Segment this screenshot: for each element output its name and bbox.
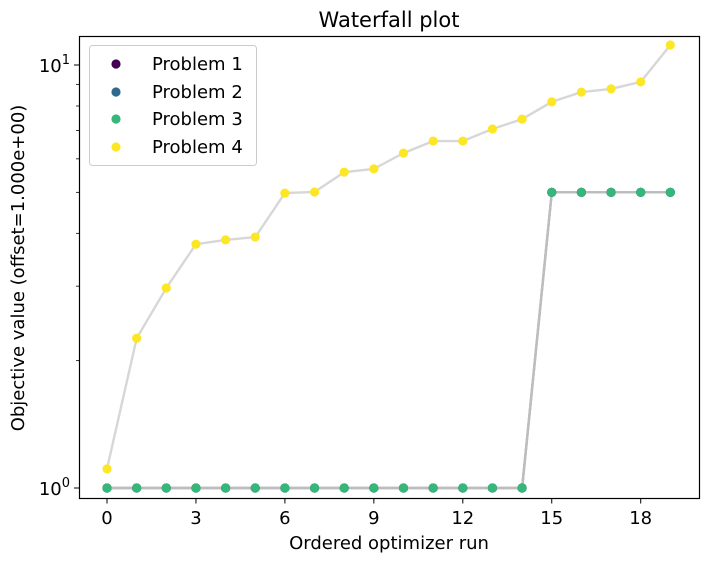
x-tick-label: 15: [540, 508, 563, 529]
x-tick-label: 18: [629, 508, 652, 529]
data-point-problem-4: [369, 164, 379, 174]
series-line-1: [107, 191, 671, 490]
legend-item-problem-1: Problem 1: [111, 54, 243, 75]
x-tick-label: 12: [451, 508, 474, 529]
data-point-problem-3: [191, 483, 201, 493]
data-point-problem-4: [102, 464, 112, 474]
legend-item-problem-4: Problem 4: [111, 137, 243, 158]
legend-box: [89, 45, 257, 166]
data-point-problem-3: [636, 187, 646, 197]
chart-title: Waterfall plot: [319, 8, 460, 32]
series-line-3: [107, 191, 671, 490]
data-point-problem-3: [428, 483, 438, 493]
series-line-2: [107, 191, 671, 490]
legend-marker-icon: [111, 142, 121, 152]
legend-marker-icon: [111, 87, 121, 97]
data-point-problem-3: [458, 483, 468, 493]
data-point-problem-4: [665, 40, 675, 50]
x-axis-ticks: 0 3 6 9 12 15 18: [101, 498, 652, 529]
data-point-problem-3: [665, 187, 675, 197]
data-point-problem-4: [398, 148, 409, 158]
data-point-problem-3: [102, 483, 112, 493]
data-point-problem-3: [576, 187, 587, 197]
data-point-problem-4: [161, 283, 171, 293]
data-point-problem-4: [280, 188, 290, 198]
y-tick-label: 101: [39, 53, 70, 77]
data-point-problem-3: [369, 483, 379, 493]
legend-item-problem-3: Problem 3: [111, 109, 243, 130]
data-point-problem-3: [221, 483, 231, 493]
legend-label: Problem 4: [152, 137, 243, 158]
data-point-problem-3: [132, 483, 142, 493]
data-point-problem-4: [458, 136, 468, 146]
data-point-problem-4: [636, 77, 646, 87]
data-point-problem-4: [547, 97, 557, 107]
y-axis-ticks: 100 101: [39, 53, 80, 500]
plot-markers: [102, 40, 675, 493]
data-point-problem-3: [547, 187, 557, 197]
data-point-problem-3: [398, 483, 409, 493]
data-point-problem-4: [309, 187, 320, 197]
legend-marker-icon: [111, 59, 121, 69]
y-axis-label: Objective value (offset=1.000e+00): [8, 105, 29, 432]
data-point-problem-4: [250, 232, 260, 242]
x-tick-label: 9: [368, 508, 379, 529]
data-point-problem-4: [191, 239, 201, 249]
data-point-problem-4: [576, 87, 587, 97]
data-point-problem-3: [606, 187, 616, 197]
data-point-problem-4: [132, 333, 142, 343]
legend-label: Problem 1: [152, 54, 243, 75]
legend-label: Problem 3: [152, 109, 243, 130]
data-point-problem-3: [161, 483, 171, 493]
x-axis-label: Ordered optimizer run: [289, 533, 489, 554]
data-point-problem-4: [487, 124, 498, 134]
data-point-problem-3: [309, 483, 320, 493]
legend: Problem 1 Problem 2 Problem 3 Problem 4: [89, 45, 257, 166]
data-point-problem-4: [428, 136, 438, 146]
legend-marker-icon: [111, 114, 121, 124]
data-point-problem-3: [280, 483, 290, 493]
data-point-problem-3: [517, 483, 527, 493]
x-tick-label: 6: [279, 508, 290, 529]
y-tick-label: 100: [39, 476, 70, 500]
x-tick-label: 3: [190, 508, 201, 529]
plot-lines: [105, 44, 672, 490]
data-point-problem-3: [339, 483, 349, 493]
x-tick-label: 0: [101, 508, 112, 529]
axes-frame: [78, 35, 701, 500]
data-point-problem-3: [250, 483, 260, 493]
data-point-problem-4: [221, 235, 231, 245]
legend-item-problem-2: Problem 2: [111, 82, 243, 103]
series-line-4: [105, 44, 672, 470]
data-point-problem-4: [606, 84, 616, 94]
data-point-problem-3: [487, 483, 498, 493]
data-point-problem-4: [339, 167, 349, 177]
data-point-problem-4: [517, 114, 527, 124]
legend-label: Problem 2: [152, 82, 243, 103]
